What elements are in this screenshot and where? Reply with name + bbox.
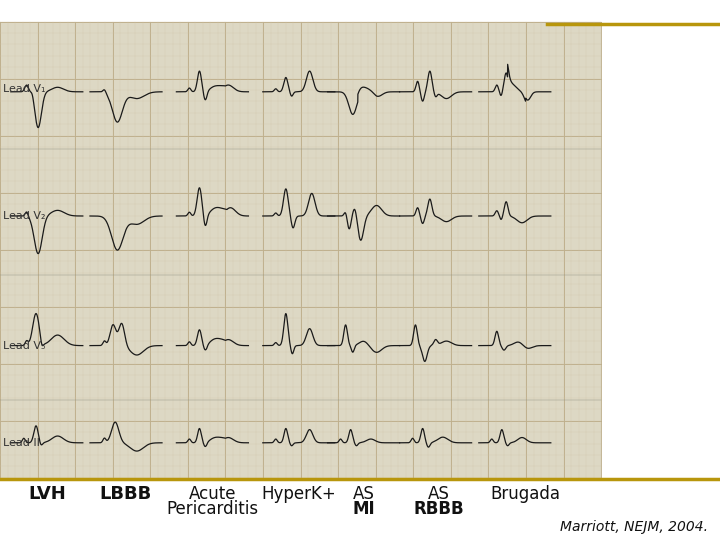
Bar (0, 22, 601, 478)
Text: LVH: LVH (28, 485, 66, 503)
Text: LBBB: LBBB (100, 485, 152, 503)
Text: Marriott, NEJM, 2004.: Marriott, NEJM, 2004. (559, 519, 708, 534)
Text: AS: AS (428, 485, 450, 503)
Text: MI: MI (352, 500, 375, 518)
Text: HyperK+: HyperK+ (261, 485, 336, 503)
Text: RBBB: RBBB (414, 500, 464, 518)
Text: AS: AS (353, 485, 374, 503)
Text: Lead V₁: Lead V₁ (3, 84, 45, 94)
Text: Lead V₅: Lead V₅ (3, 341, 45, 350)
Text: Pericarditis: Pericarditis (166, 500, 258, 518)
Text: Lead II: Lead II (3, 438, 40, 448)
Text: Lead V₂: Lead V₂ (3, 211, 45, 221)
Text: Brugada: Brugada (490, 485, 561, 503)
Text: Acute: Acute (189, 485, 236, 503)
